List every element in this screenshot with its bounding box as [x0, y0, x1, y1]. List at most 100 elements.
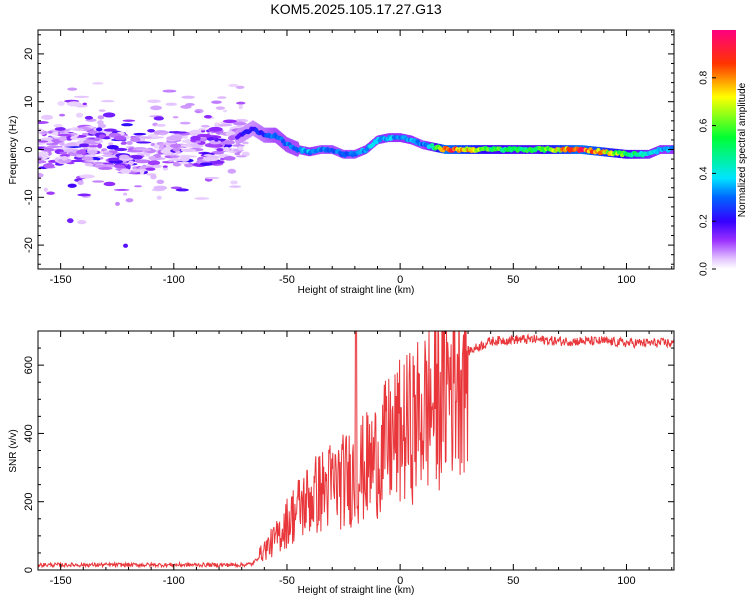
spectrogram-cell — [56, 147, 72, 150]
spectrogram-cell — [197, 133, 212, 138]
spectrogram-cell — [182, 135, 188, 139]
spectrogram-cell — [58, 136, 67, 142]
spectrogram-cell — [38, 156, 43, 161]
spectrogram-cell — [136, 141, 152, 144]
spectrogram-cell — [166, 135, 183, 141]
spectrogram-cell — [103, 128, 117, 132]
spectrogram-cell — [175, 188, 189, 192]
x-tick-label: -100 — [163, 274, 185, 286]
spectrogram-cell — [130, 137, 143, 143]
spectrogram-cell — [223, 120, 236, 123]
spectrogram-cell — [179, 121, 191, 125]
spectrogram-cell — [103, 181, 116, 187]
colorbar-tick-label: 0.6 — [699, 118, 710, 132]
spectrogram-cell — [38, 172, 44, 178]
spectrogram-cell — [203, 154, 213, 157]
spectrogram-cell — [67, 87, 78, 91]
spectrogram-cell — [38, 160, 44, 164]
spectrogram-cell — [38, 142, 46, 146]
spectrogram-cell — [87, 150, 98, 155]
spectrogram-cell — [228, 83, 239, 88]
spectrogram-cell — [136, 152, 150, 156]
spectrogram-cell — [75, 112, 84, 118]
spectrogram-cell — [238, 104, 243, 110]
spectrogram-cell — [61, 156, 68, 161]
spectrogram-cell — [171, 131, 188, 134]
spectrogram-cell — [46, 191, 55, 195]
spectrogram-cell — [172, 147, 181, 152]
spectrogram-cell — [147, 160, 161, 166]
spectrogram-data — [38, 82, 674, 248]
spectrogram-y-label: Frequency (Hz) — [8, 116, 19, 185]
spectrogram-cell — [233, 121, 247, 126]
spectrogram-cell — [134, 185, 143, 188]
colorbar-gradient — [712, 30, 736, 269]
spectrogram-cell — [100, 100, 115, 103]
spectrogram-cell — [154, 153, 161, 159]
spectrogram-cell — [236, 155, 247, 158]
spectrogram-cell — [140, 137, 146, 143]
spectrogram-cell — [59, 151, 68, 155]
spectrogram-cell — [162, 153, 179, 156]
snr-panel: -150 -100 -50 0 50 100 0 200 400 600 Height of st… — [8, 330, 675, 596]
spectrogram-cell — [70, 135, 78, 141]
spectrogram-cell — [97, 115, 105, 120]
colorbar-tick-label: 0.8 — [699, 70, 710, 84]
spectrogram-cell — [194, 197, 210, 200]
spectrogram-cell — [54, 127, 66, 131]
spectrogram-cell — [73, 128, 85, 131]
spectrogram-cell — [159, 132, 167, 136]
spectrogram-cell — [115, 201, 120, 206]
spectrogram-cell — [102, 112, 116, 118]
spectrogram-cell — [70, 159, 86, 163]
spectrogram-cell — [153, 185, 168, 191]
spectrogram-cell — [92, 82, 104, 85]
spectrogram-cell — [162, 165, 168, 168]
spectrogram-cell — [230, 180, 238, 185]
spectrogram-cell — [42, 163, 55, 169]
spectrogram-cell — [234, 152, 241, 156]
x-tick-label: -50 — [279, 575, 295, 587]
spectrogram-cell — [76, 149, 87, 155]
spectrogram-cell — [214, 122, 221, 128]
spectrogram-cell — [218, 123, 233, 127]
spectrogram-cell — [215, 106, 225, 110]
spectrogram-cell — [222, 140, 235, 145]
x-tick-label: -150 — [50, 575, 72, 587]
spectrogram-cell — [155, 123, 166, 127]
spectrogram-cell — [227, 168, 237, 174]
spectrogram-cell — [126, 140, 133, 145]
spectrogram-cell — [43, 187, 48, 192]
spectrogram-cell — [134, 159, 151, 164]
spectrogram-cell — [190, 135, 201, 141]
spectrogram-cell — [181, 95, 195, 99]
spectrogram-cell — [120, 168, 132, 174]
spectrogram-cell — [162, 166, 169, 171]
x-tick-label: 100 — [617, 274, 635, 286]
spectrogram-cell — [128, 160, 135, 166]
spectrogram-cell — [84, 115, 93, 120]
spectrogram-cell — [67, 183, 77, 188]
colorbar-tick-label: 0.0 — [699, 262, 710, 276]
spectrogram-cell — [198, 128, 207, 131]
spectrogram-cell — [57, 158, 72, 164]
spectrogram-cell — [153, 116, 164, 121]
spectrogram-cell — [232, 144, 245, 147]
spectrogram-cell — [195, 140, 201, 144]
spectrogram-cell — [108, 157, 120, 162]
spectrogram-cell — [114, 164, 126, 169]
spectrogram-cell — [83, 139, 98, 145]
spectrogram-cell — [97, 143, 103, 149]
y-tick-label: 0 — [23, 146, 35, 152]
spectrogram-cell — [169, 143, 182, 148]
spectrogram-cell — [223, 156, 236, 161]
spectrogram-cell — [121, 123, 133, 127]
spectrogram-cell — [178, 161, 190, 165]
spectrogram-cell — [53, 123, 63, 128]
colorbar-label: Normalized spectral amplitude — [737, 82, 748, 217]
spectrogram-cell — [77, 180, 84, 186]
spectrogram-cell — [156, 179, 165, 185]
spectrogram-cell — [94, 161, 104, 165]
spectrogram-cell — [242, 141, 249, 145]
